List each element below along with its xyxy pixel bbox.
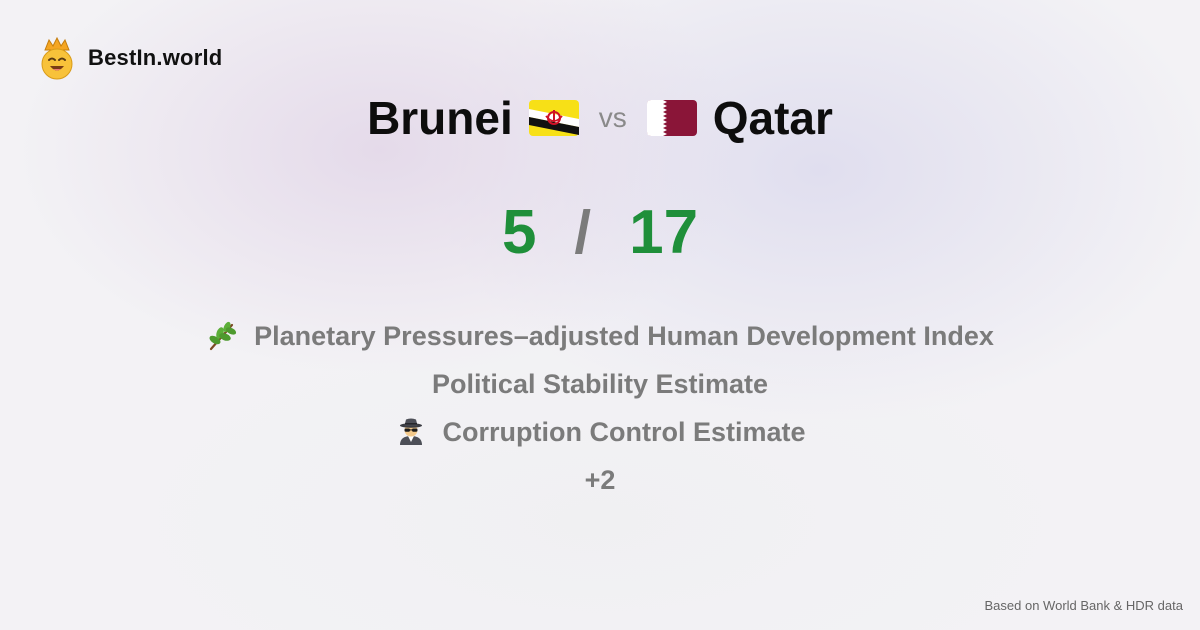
detective-icon [399, 418, 422, 445]
metric-item: +2 [585, 456, 616, 504]
score-row: 5 / 17 [0, 192, 1200, 272]
comparison-title: Brunei vs Qatar [0, 88, 1200, 148]
metric-label: Political Stability Estimate [431, 368, 769, 399]
herb-icon [209, 321, 237, 351]
more-metrics-count: +2 [584, 464, 616, 495]
brand-name: BestIn.world [88, 45, 223, 70]
brand[interactable]: BestIn.world [38, 36, 222, 80]
metric-item: Planetary Pressures–adjusted Human Devel… [206, 312, 994, 360]
metric-label: Corruption Control Estimate [442, 416, 806, 447]
crown-smiley-icon [41, 36, 73, 80]
metric-label: Planetary Pressures–adjusted Human Devel… [254, 320, 994, 351]
brunei-flag-icon [528, 100, 579, 136]
qatar-flag-icon [646, 100, 697, 136]
score-separator: / [574, 198, 592, 266]
left-country-name: Brunei [367, 92, 513, 144]
metric-item: Corruption Control Estimate [395, 408, 806, 456]
metric-item: Political Stability Estimate [432, 360, 768, 408]
left-score: 5 [501, 197, 537, 267]
right-score: 17 [629, 197, 699, 267]
metrics-list: Planetary Pressures–adjusted Human Devel… [0, 312, 1200, 504]
vs-label: vs [598, 102, 627, 133]
right-country-name: Qatar [712, 92, 833, 144]
source-note: Based on World Bank & HDR data [984, 598, 1183, 613]
